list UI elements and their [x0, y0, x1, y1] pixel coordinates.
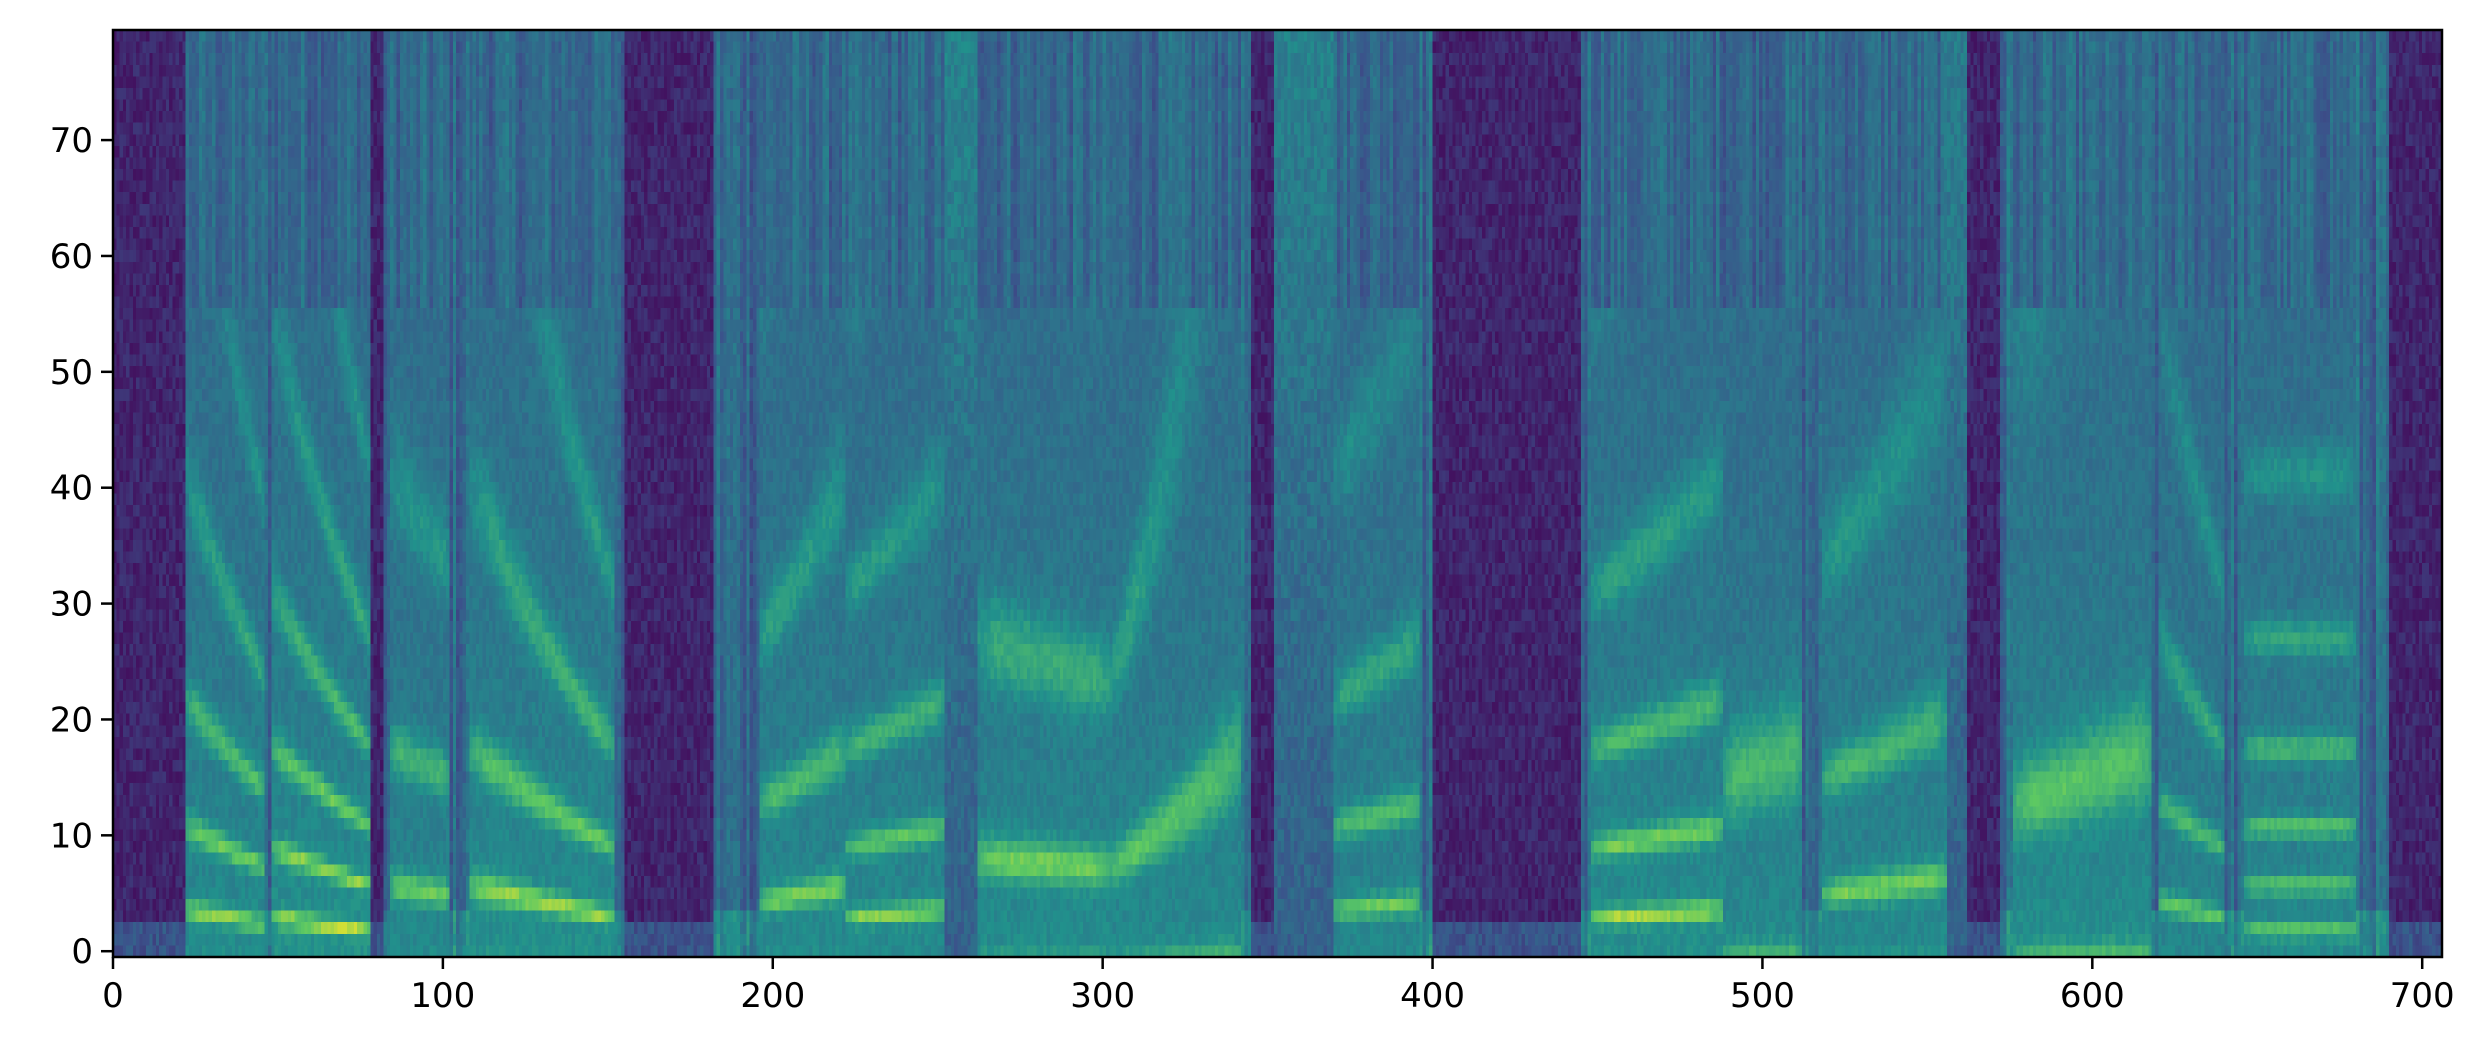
axes-frame	[111, 28, 2444, 959]
y-tick-label: 20	[50, 700, 93, 740]
y-axis: 0 10 20 30 40 50 60 70	[50, 121, 113, 972]
y-tick-label: 40	[50, 469, 93, 509]
y-tick-label: 10	[50, 816, 93, 856]
x-tick-label: 0	[102, 976, 124, 1016]
x-tick-label: 700	[2390, 976, 2455, 1016]
x-tick-label: 100	[410, 976, 475, 1016]
x-tick-label: 200	[740, 976, 805, 1016]
x-axis: 0 100 200 300 400 500 600 700	[102, 957, 2455, 1016]
y-tick-label: 50	[50, 353, 93, 393]
y-tick-label: 30	[50, 585, 93, 625]
y-tick-label: 70	[50, 121, 93, 161]
y-tick-label: 0	[71, 932, 93, 972]
y-tick-label: 60	[50, 237, 93, 277]
x-tick-label: 400	[1400, 976, 1465, 1016]
x-tick-label: 500	[1730, 976, 1795, 1016]
spectrogram-heatmap	[113, 30, 2442, 957]
plot-area	[113, 30, 2442, 957]
x-tick-label: 600	[2060, 976, 2125, 1016]
x-tick-label: 300	[1070, 976, 1135, 1016]
